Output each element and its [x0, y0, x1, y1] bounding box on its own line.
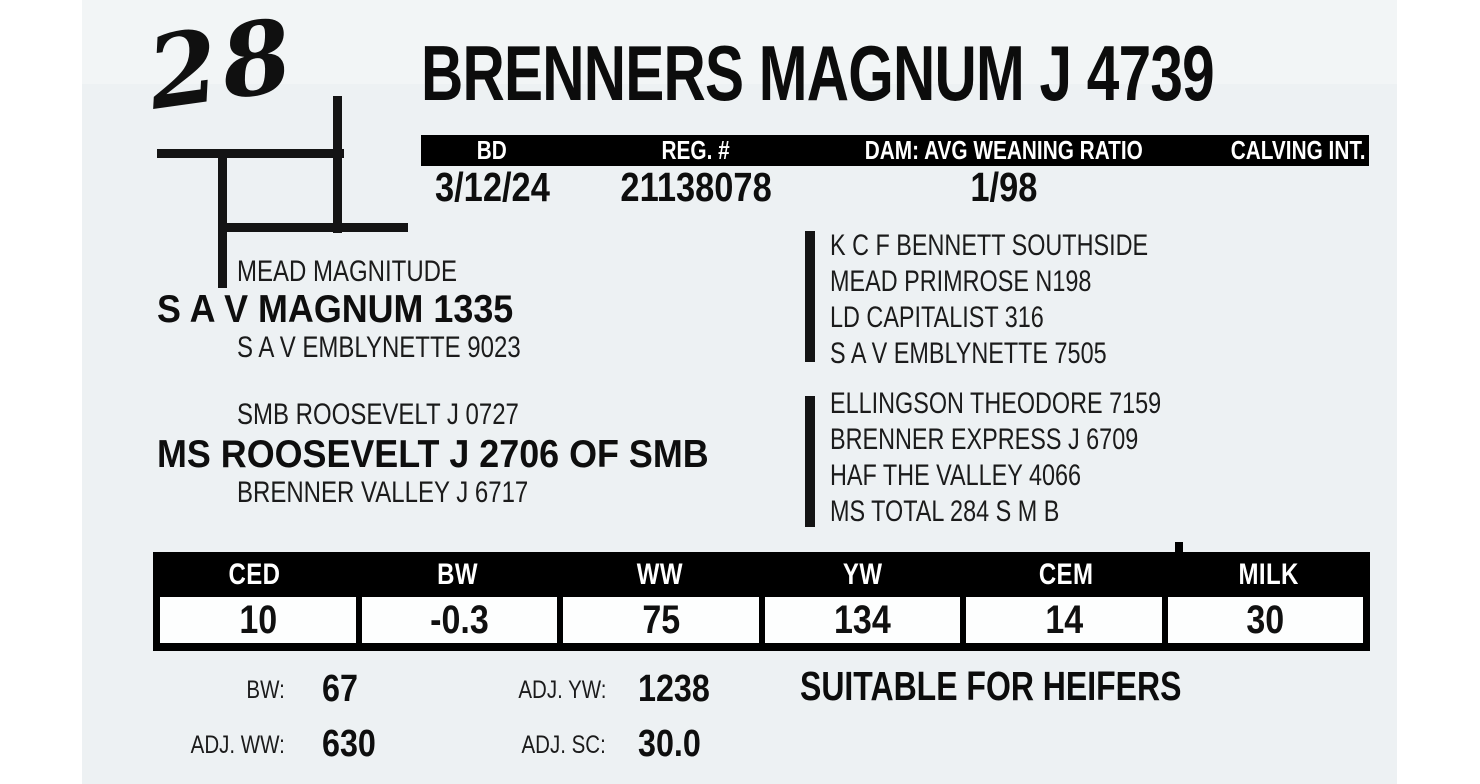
list-item: S A V EMBLYNETTE 7505 [830, 337, 1107, 370]
lot-number: 28 [140, 0, 303, 133]
adj-yw-label: ADJ. YW: [517, 676, 606, 704]
brand-line-horizontal-top [157, 149, 344, 158]
dam-ancestors-bar [805, 396, 815, 527]
info-value-reg: 21138078 [620, 163, 772, 210]
epd-header-yw: YW [843, 557, 883, 591]
list-item: HAF THE VALLEY 4066 [830, 459, 1082, 492]
adj-ww-value: 630 [322, 723, 376, 765]
brand-line-vertical-right [333, 96, 342, 233]
page-background [82, 0, 1397, 784]
adj-yw-value: 1238 [638, 668, 710, 710]
list-item: MS TOTAL 284 S M B [830, 495, 1060, 528]
epd-value-yw: 134 [764, 597, 960, 643]
epd-value-bw: -0.3 [361, 597, 557, 643]
epd-table-bottom-border [153, 643, 1370, 651]
animal-name: BRENNERS MAGNUM J 4739 [421, 29, 1215, 117]
epd-table-header: CED BW WW YW CEM MILK [153, 552, 1370, 597]
epd-header-bw: BW [436, 557, 478, 591]
sire-ancestors-list: K C F BENNETT SOUTHSIDE MEAD PRIMROSE N1… [830, 228, 1238, 372]
epd-header-cem: CEM [1038, 557, 1093, 591]
sire-sire-line: MEAD MAGNITUDE [237, 255, 458, 288]
heifers-note: SUITABLE FOR HEIFERS [800, 663, 1182, 709]
page-top-band [82, 0, 1397, 84]
bw-label: BW: [246, 676, 285, 704]
info-header-dam-ratio: DAM: AVG WEANING RATIO [864, 135, 1144, 165]
epd-value-milk: 30 [1167, 597, 1363, 643]
epd-value-cem: 14 [966, 597, 1162, 643]
brand-line-vertical-left [218, 149, 227, 288]
info-value-calving-int [1179, 165, 1369, 209]
epd-header-ced: CED [228, 557, 281, 591]
epd-header-ww: WW [637, 557, 684, 591]
dam-ancestors-list: ELLINGSON THEODORE 7159 BRENNER EXPRESS … [830, 386, 1255, 530]
list-item: ELLINGSON THEODORE 7159 [830, 387, 1162, 420]
dam-name: MS ROOSEVELT J 2706 OF SMB [157, 433, 709, 476]
info-header-calving-int: CALVING INT. [1231, 135, 1366, 165]
epd-table-values: 10 -0.3 75 134 14 30 [153, 597, 1370, 643]
sire-name: S A V MAGNUM 1335 [157, 288, 514, 331]
info-bar: BD REG. # DAM: AVG WEANING RATIO CALVING… [421, 135, 1369, 166]
epd-header-milk: MILK [1238, 557, 1299, 591]
page-title: BRENNERS MAGNUM J 4739 [421, 34, 1478, 112]
info-header-bd: BD [477, 135, 508, 165]
epd-value-ced: 10 [160, 597, 356, 643]
list-item: LD CAPITALIST 316 [830, 301, 1044, 334]
list-item: MEAD PRIMROSE N198 [830, 265, 1092, 298]
list-item: K C F BENNETT SOUTHSIDE [830, 229, 1149, 262]
bw-value: 67 [322, 668, 358, 710]
info-header-reg: REG. # [661, 135, 731, 165]
adj-sc-label: ADJ. SC: [521, 731, 606, 759]
dam-dam-line: BRENNER VALLEY J 6717 [237, 476, 529, 509]
info-values-row: 3/12/24 21138078 1/98 [421, 163, 1369, 210]
tick-mark [1175, 542, 1183, 553]
info-value-dam-ratio: 1/98 [970, 163, 1038, 210]
list-item: BRENNER EXPRESS J 6709 [830, 423, 1139, 456]
epd-value-ww: 75 [563, 597, 759, 643]
sire-ancestors-bar [805, 231, 815, 362]
adj-sc-value: 30.0 [638, 723, 701, 765]
dam-sire-line: SMB ROOSEVELT J 0727 [237, 398, 519, 431]
adj-ww-label: ADJ. WW: [190, 731, 285, 759]
sire-dam-line: S A V EMBLYNETTE 9023 [237, 331, 521, 364]
brand-line-horizontal-bottom [218, 223, 408, 232]
info-value-bd: 3/12/24 [434, 163, 550, 210]
